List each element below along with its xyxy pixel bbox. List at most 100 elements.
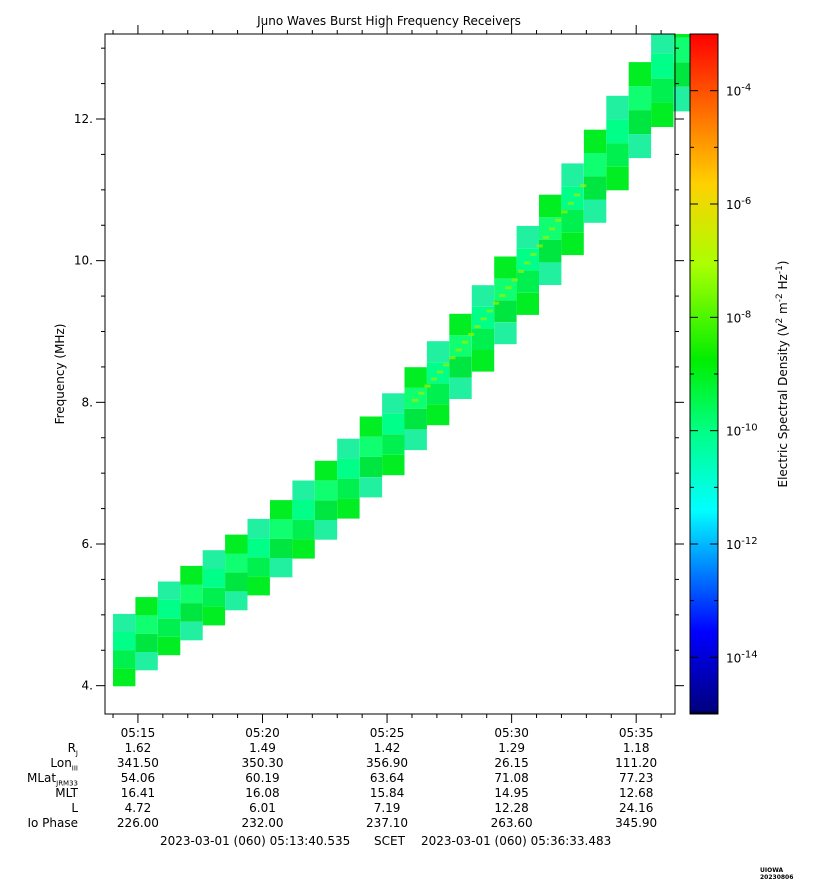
spectrogram-cell [225,553,248,573]
ephemeris-value: 77.23 [618,771,654,785]
ephemeris-value: 26.15 [494,756,529,770]
spectrogram-cell [628,134,652,159]
ephemeris-value: 345.90 [615,816,658,830]
spectrogram-cell [628,62,652,87]
emission-lane-cell [424,384,431,388]
ephemeris-value: 16.41 [120,786,156,800]
spectrogram-cell [628,86,652,111]
spectrogram-cells [113,34,696,687]
spectrogram-cell [471,350,495,372]
x-tick-label: 05:20 [245,726,280,740]
ephemeris-value: 226.00 [116,816,159,830]
spectrogram-cell [359,477,383,498]
spectrogram-cell [225,591,248,611]
spectrogram-cell [449,377,472,399]
ephemeris-value: 356.90 [366,756,409,770]
emission-lane-cell [530,252,537,256]
emission-lane-cell [492,301,500,305]
emission-lane-cell [580,184,587,188]
spectrogram-cell [494,300,517,323]
spectrogram-cell [270,558,293,578]
spectrogram-cell [202,550,226,569]
ephemeris-value: 1.42 [373,741,401,755]
ephemeris-value: 12.68 [618,786,654,800]
emission-lane-cell [524,261,531,265]
spectrogram-cell [247,538,270,558]
x-tick-label: 05:35 [619,726,654,740]
spectrogram-cell [539,194,562,218]
spectrogram-cell [225,572,248,592]
emission-lane-cell [542,235,549,239]
emission-lane-cell [517,269,525,273]
y-tick-label: 8. [82,395,93,409]
spectrogram-cell [561,232,584,256]
footer-start-time: 2023-03-01 (060) 05:13:40.535 [160,834,351,848]
ephemeris-value: 16.08 [245,786,280,800]
chart-title: Juno Waves Burst High Frequency Receiver… [256,14,521,28]
emission-lane-cell [455,348,462,352]
x-tick-label: 05:30 [494,726,529,740]
ephemeris-row-label: L [71,801,78,815]
colorbar-tick-label: 10-12 [726,536,758,553]
ephemeris-value: 111.20 [615,756,658,770]
spectrogram-cell [180,603,203,622]
y-tick-label: 12. [74,112,93,126]
spectrogram-cell [382,413,405,435]
ephemeris-value: 54.06 [120,771,156,785]
spectrogram-cell [382,393,405,414]
ephemeris-row-label: MLT [55,786,78,800]
colorbar-tick-label: 10-4 [726,82,751,99]
spectrogram-cell [449,313,472,336]
spectrogram-cell [202,569,226,588]
spectrogram-cell [404,429,427,451]
ephemeris-value: 24.16 [618,801,654,815]
y-tick-label: 10. [74,254,93,268]
spectrogram-cell [292,500,315,520]
spectrogram-cell [628,110,652,135]
emission-lane-cell [443,363,450,367]
spectrogram-cell [651,102,674,127]
credit-stamp: UIOWA 20230806 [760,867,794,881]
spectrogram-cell [135,633,158,652]
spectrogram-cell [404,388,427,409]
spectrogram-cell [651,78,674,103]
emission-lane-cell [461,340,468,344]
spectrogram-cell [516,225,539,249]
y-tick-label: 4. [82,679,93,693]
emission-lane-cell [567,201,574,205]
spectrogram-cell [135,652,158,671]
spectrogram-cell [471,328,495,350]
spectrogram-cell [382,434,405,455]
spectrogram-cell [157,599,181,619]
emission-lane-cell [474,325,481,329]
spectrogram-cell [426,404,450,426]
spectrogram-cell [202,606,226,626]
emission-lane-cell [561,210,568,214]
spectrogram-cell [359,436,383,457]
x-tick-label: 05:15 [121,726,156,740]
spectrogram-cell [157,618,181,637]
ephemeris-value: 1.29 [498,741,525,755]
colorbar-axis: 10-14 10-12 10-10 10-8 10-6 10-4 [690,33,758,715]
ephemeris-value: 237.10 [366,816,409,830]
spectrogram-cell [583,176,607,200]
spectrogram-cell [292,519,315,540]
spectrogram-cell [314,480,338,501]
ephemeris-value: 15.84 [369,786,405,800]
spectrogram-cell [561,186,584,210]
emission-lane-cell [505,286,512,290]
emission-lane-cell [480,317,487,321]
emission-lane-cell [573,193,581,197]
spectrogram-cell [314,520,338,540]
ephemeris-value: 1.49 [249,741,276,755]
ephemeris-value: 60.19 [245,771,280,785]
spectrogram-cell [404,367,427,388]
spectrogram-cell [337,478,360,499]
spectrogram-cell [583,153,607,177]
spectrogram-cell [516,292,539,315]
emission-lane-cell [549,227,556,231]
spectrogram-cell [606,166,629,191]
ephemeris-value: 7.19 [373,801,401,815]
spectrogram-cell [516,270,539,293]
